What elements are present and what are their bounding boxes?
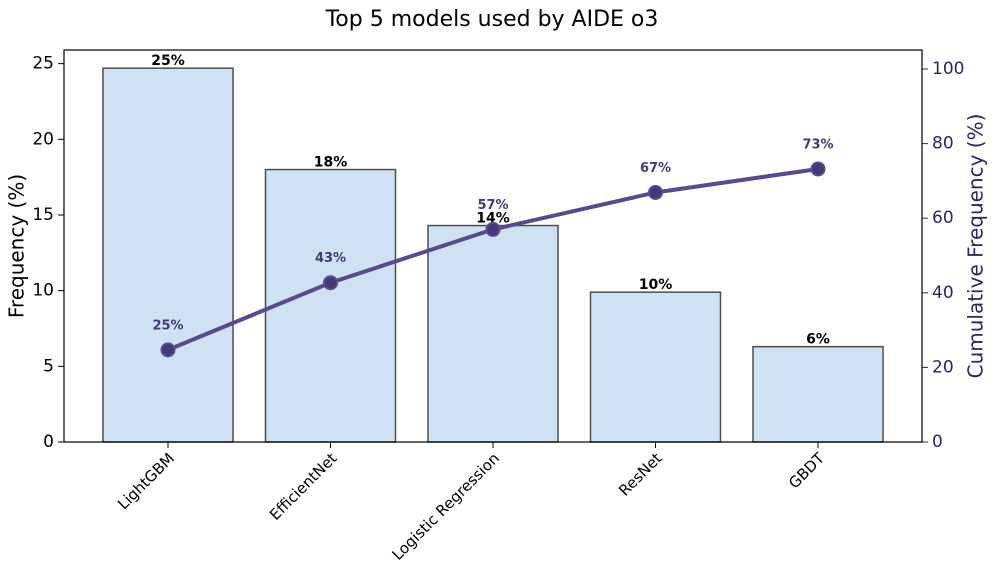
y-tick-label: 25: [32, 54, 54, 74]
line-value-label: 25%: [152, 318, 183, 333]
y-tick-label: 10: [32, 281, 54, 301]
y-tick-label: 15: [32, 205, 54, 225]
bar: [589, 291, 722, 443]
bar-value-label: 14%: [476, 211, 510, 227]
line-value-label: 57%: [477, 198, 508, 213]
y2-tick-label: 20: [932, 357, 954, 377]
y2-tick-label: 0: [932, 432, 943, 452]
bar-value-label: 10%: [639, 277, 673, 293]
y-tick-label: 0: [43, 432, 54, 452]
plot-frame: [63, 49, 923, 443]
y2-tick-label: 40: [932, 283, 954, 303]
bar: [264, 168, 397, 443]
bar: [102, 67, 234, 443]
bar-value-label: 25%: [151, 53, 185, 69]
y-tick-label: 20: [32, 129, 54, 149]
y-tick-label: 5: [43, 356, 54, 376]
line-value-label: 43%: [315, 251, 346, 266]
x-tick-label: EfficientNet: [266, 449, 341, 524]
bar: [752, 345, 884, 443]
x-tick-label: GBDT: [785, 449, 828, 492]
y-axis-label: Frequency (%): [5, 174, 29, 318]
y2-tick-label: 100: [932, 59, 964, 79]
x-tick-label: ResNet: [615, 449, 665, 499]
y2-tick-label: 60: [932, 208, 954, 228]
x-tick-label: LightGBM: [114, 449, 178, 513]
chart-title: Top 5 models used by AIDE o3: [325, 7, 659, 32]
line-marker: [160, 342, 176, 358]
line-marker: [485, 221, 501, 237]
line-marker: [323, 275, 338, 291]
line-value-label: 73%: [802, 137, 833, 152]
bar-value-label: 6%: [806, 332, 830, 348]
line-marker: [648, 184, 663, 200]
y2-axis-label: Cumulative Frequency (%): [964, 114, 988, 379]
bar-value-label: 18%: [314, 155, 348, 171]
line-value-label: 67%: [640, 161, 671, 176]
y2-tick-label: 80: [932, 134, 954, 154]
bar: [427, 224, 559, 443]
x-tick-label: Logistic Regression: [389, 449, 503, 563]
line-marker: [810, 161, 826, 177]
